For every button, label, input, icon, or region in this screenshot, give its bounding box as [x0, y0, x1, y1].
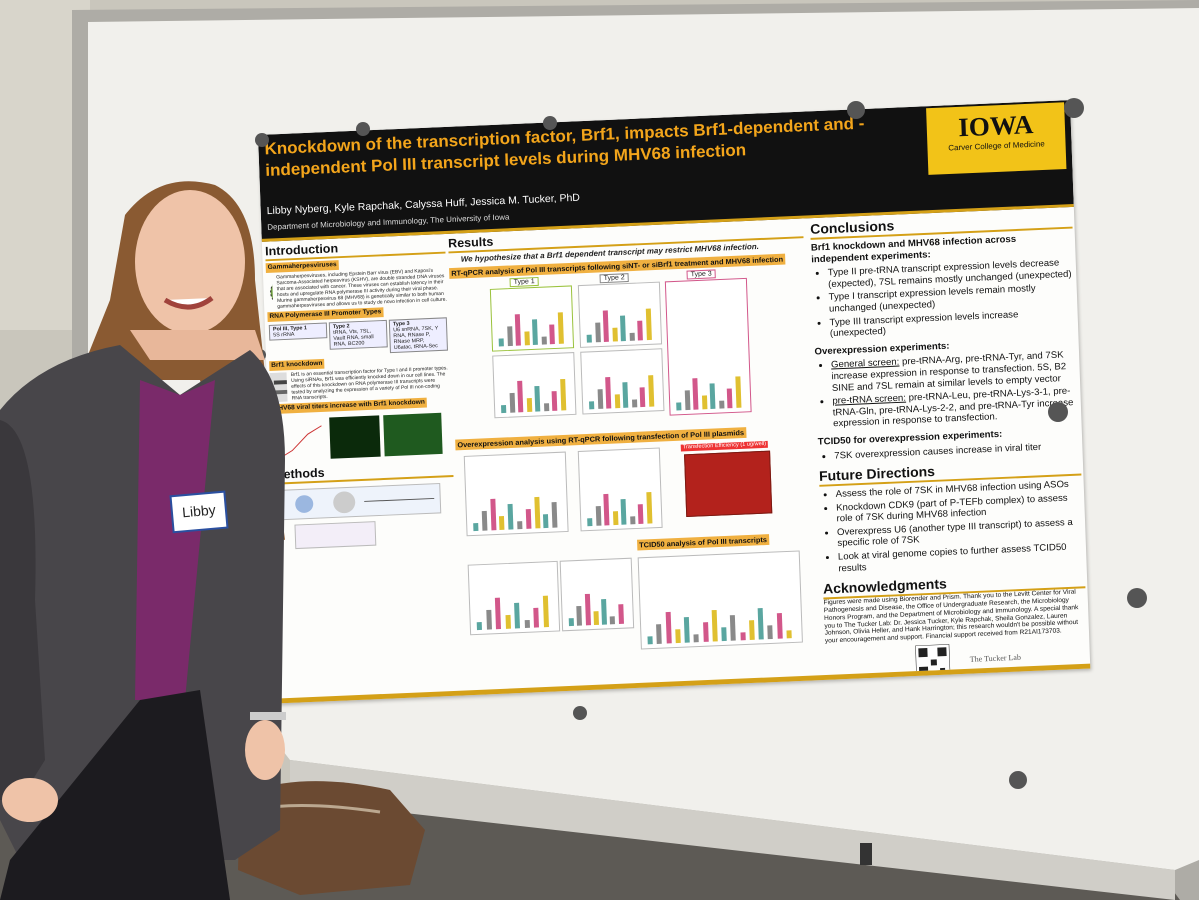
name-tag-text: Libby: [182, 501, 217, 520]
knockdown-row: Brf1 is an essential transcription facto…: [269, 365, 451, 403]
person: [0, 181, 286, 900]
magnets: [254, 98, 1147, 789]
titer-figure: [278, 412, 443, 460]
introduction-column: Introduction Gammaherpesviruses Gammaher…: [264, 236, 461, 695]
poster: Knockdown of the transcription factor, B…: [258, 100, 1091, 704]
name-tag: Libby: [169, 490, 229, 534]
methods-diagram: [279, 482, 442, 550]
board-stand: [860, 843, 872, 865]
board-tray: [290, 760, 1175, 900]
